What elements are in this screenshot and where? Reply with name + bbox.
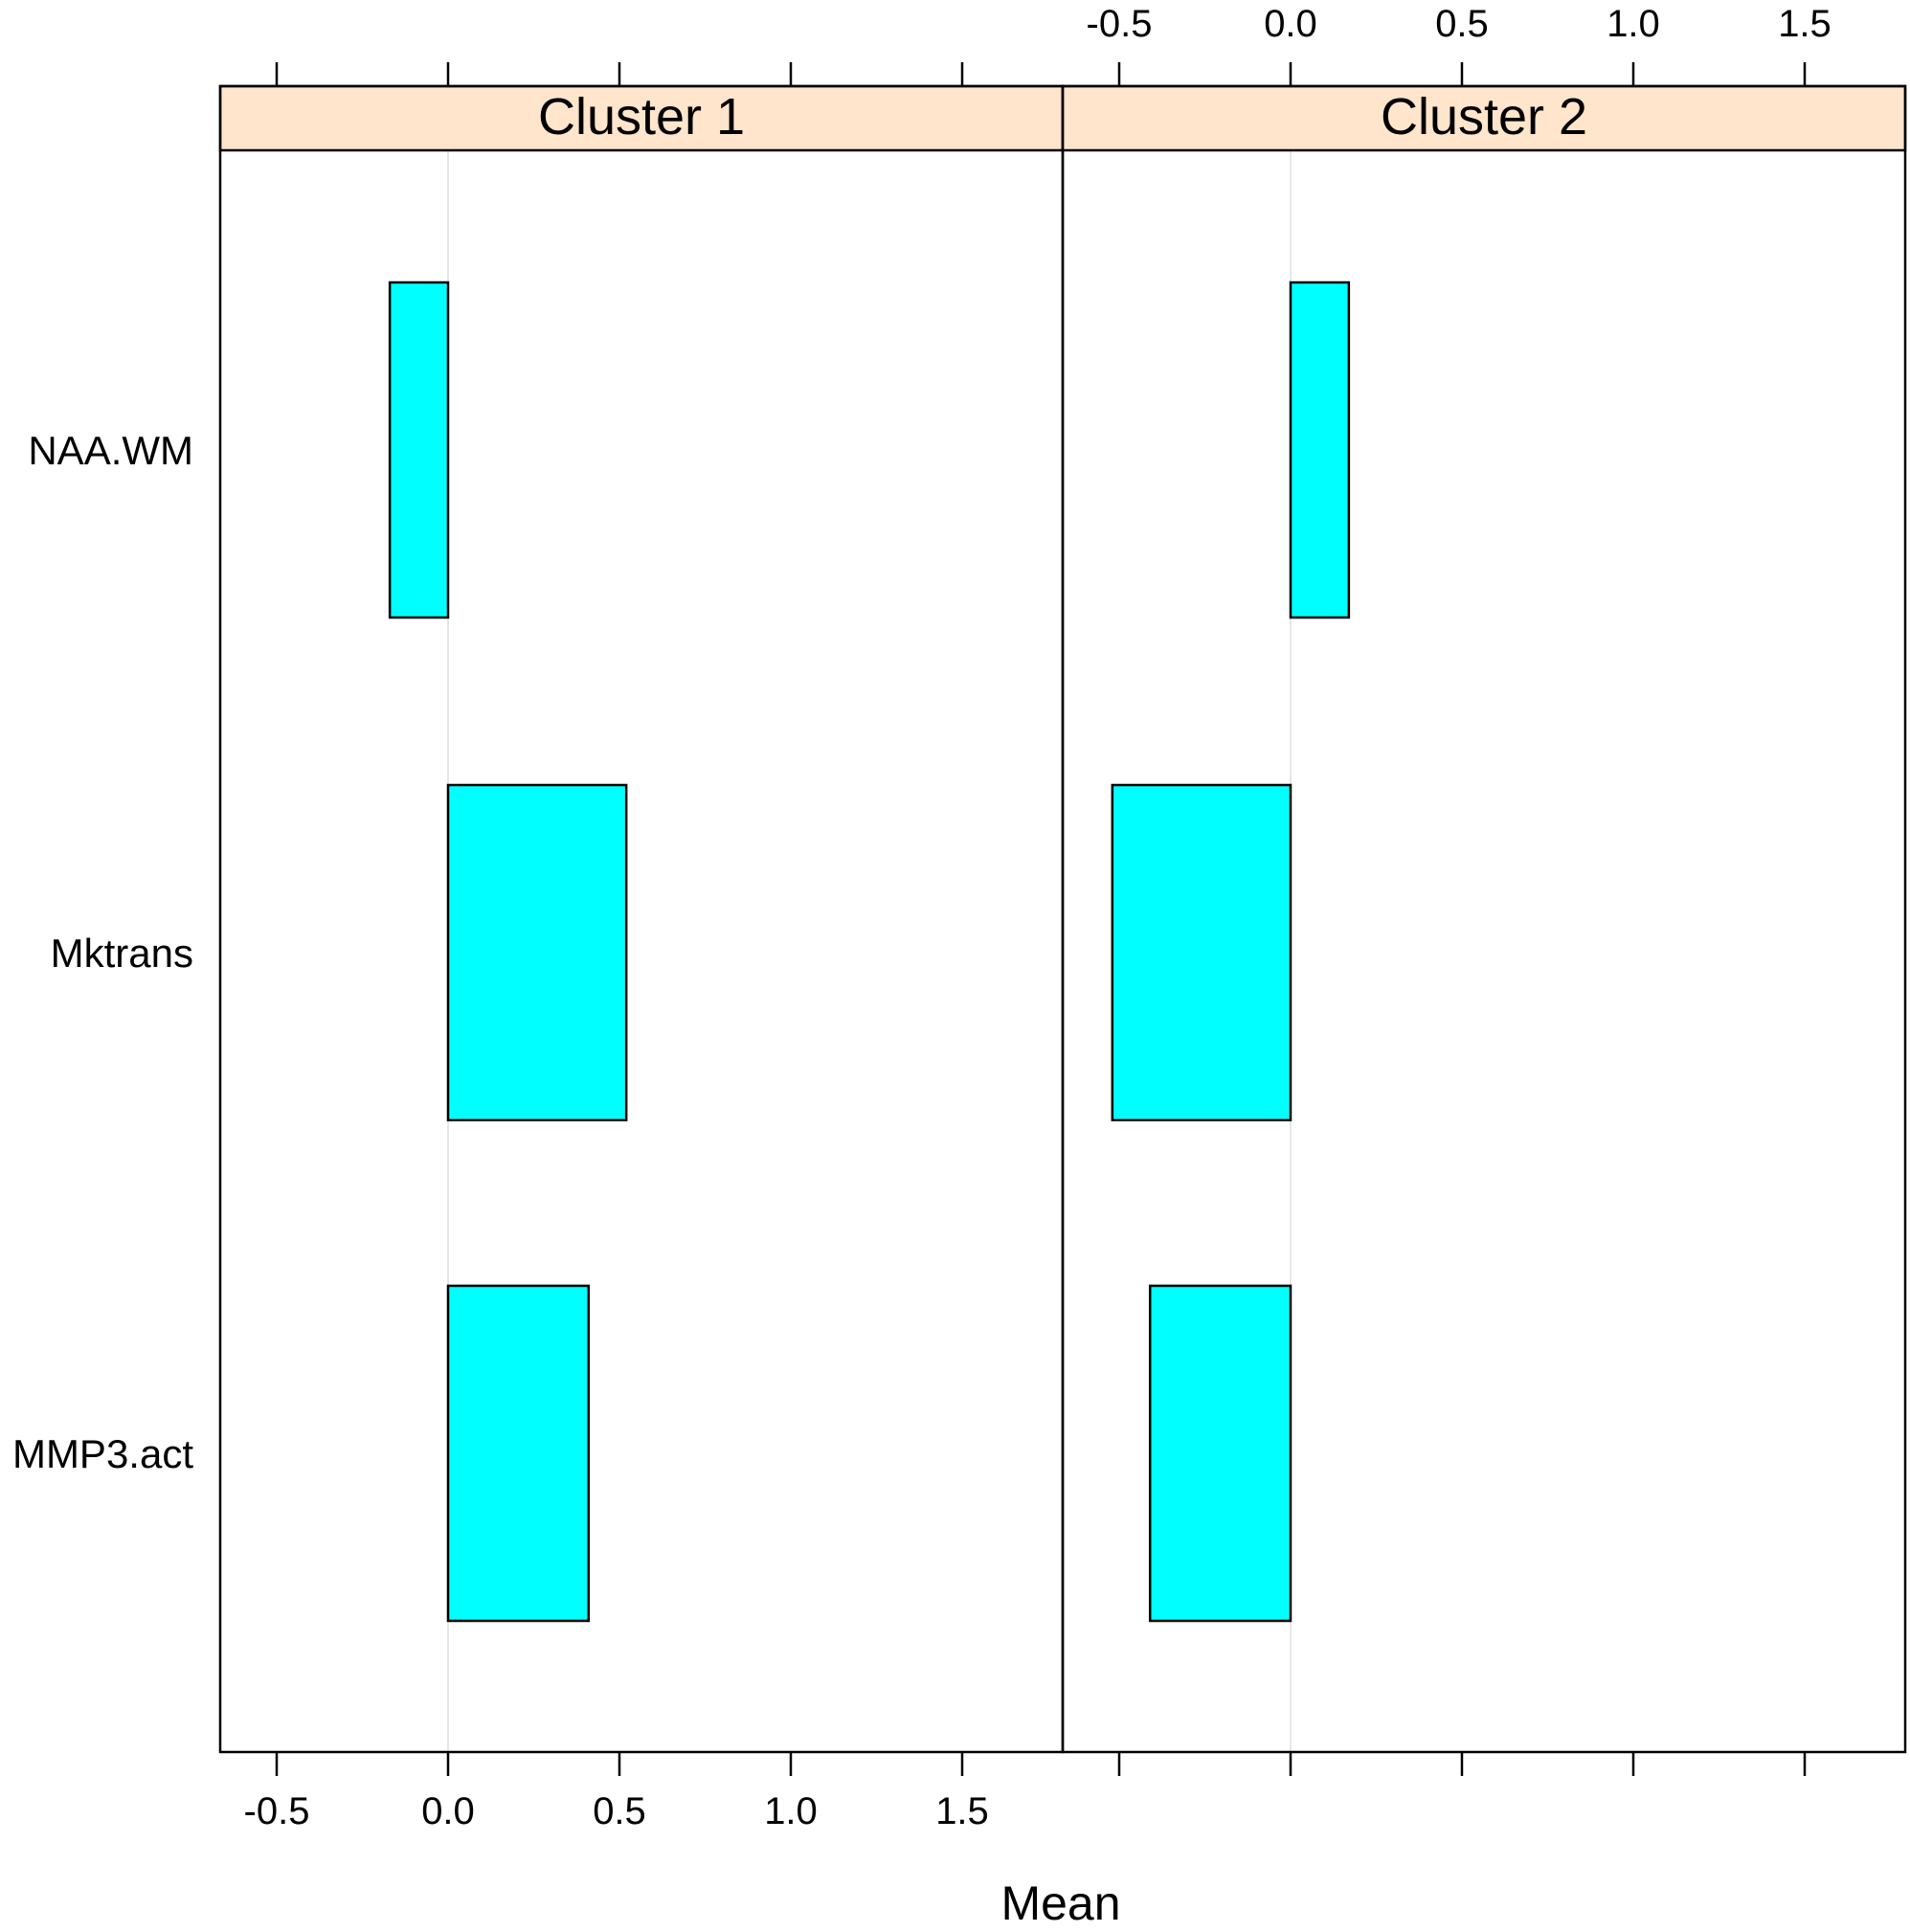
x-tick-label-bottom: 0.5 bbox=[593, 1790, 646, 1832]
x-tick-label-bottom: 0.0 bbox=[421, 1790, 475, 1832]
bar-mmp3-act bbox=[1148, 1284, 1292, 1623]
panels-layer: Cluster 1 -0.5 0.0 0.5 1.0 1.5 Cluster 2 -0.5 0.… bbox=[12, 3, 1907, 1832]
bar-naa-wm bbox=[388, 281, 450, 619]
panel-frame bbox=[1061, 84, 1907, 1754]
panel-strip-label: Cluster 2 bbox=[1381, 88, 1587, 146]
x-tick-label-top: 0.0 bbox=[1264, 3, 1317, 45]
x-tick-label-top: 1.0 bbox=[1607, 3, 1660, 45]
y-category-label: NAA.WM bbox=[28, 428, 193, 473]
y-category-label: Mktrans bbox=[51, 931, 193, 976]
x-tick-label-top: 1.5 bbox=[1778, 3, 1831, 45]
panel-strip-label: Cluster 1 bbox=[538, 88, 745, 146]
bar-mktrans bbox=[446, 783, 628, 1122]
x-tick-label-bottom: -0.5 bbox=[244, 1790, 310, 1832]
panel-frame bbox=[218, 84, 1065, 1754]
panel-2: Cluster 2 -0.5 0.0 0.5 1.0 1.5 bbox=[1061, 3, 1907, 1776]
bar-mmp3-act bbox=[446, 1284, 591, 1623]
x-axis-title: Mean bbox=[1000, 1876, 1120, 1930]
x-tick-label-top: -0.5 bbox=[1087, 3, 1153, 45]
bar-naa-wm bbox=[1289, 281, 1351, 619]
panel-1: Cluster 1 -0.5 0.0 0.5 1.0 1.5 bbox=[218, 62, 1065, 1832]
bar-mktrans bbox=[1111, 783, 1292, 1122]
y-category-label: MMP3.act bbox=[12, 1431, 193, 1476]
x-tick-label-bottom: 1.0 bbox=[764, 1790, 818, 1832]
x-tick-label-bottom: 1.5 bbox=[935, 1790, 989, 1832]
x-tick-label-top: 0.5 bbox=[1435, 3, 1489, 45]
